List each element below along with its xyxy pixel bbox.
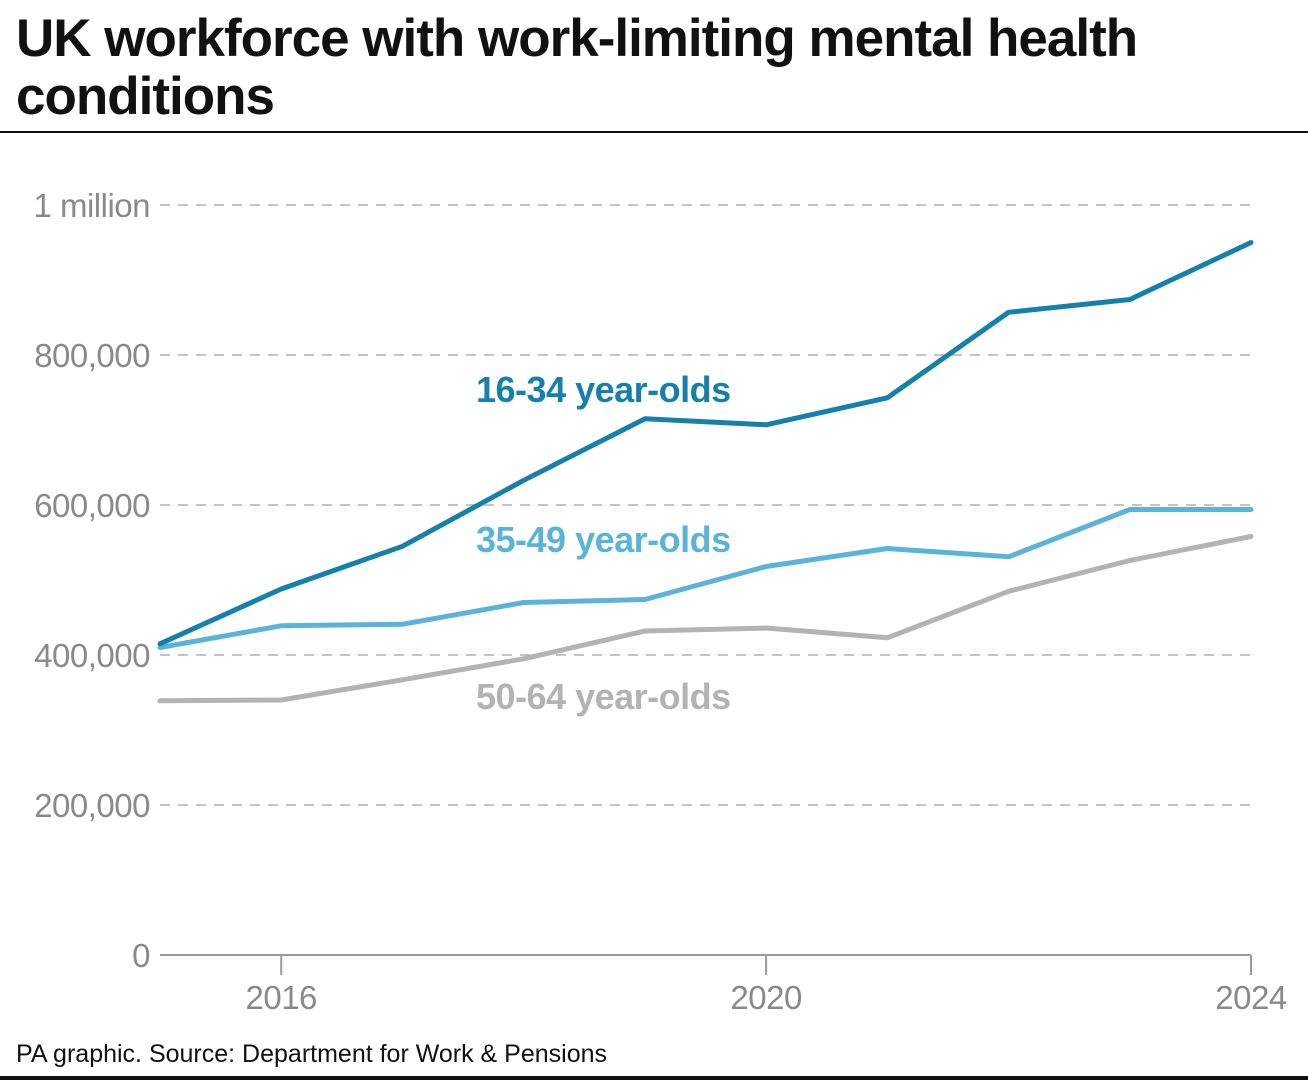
series-line-16-34 — [157, 240, 1254, 647]
x-tick-label: 2016 — [246, 979, 317, 1016]
y-tick-label: 200,000 — [34, 787, 150, 824]
gridlines — [160, 204, 1251, 806]
y-tick-label: 800,000 — [34, 337, 150, 374]
chart-title: UK workforce with work-limiting mental h… — [16, 9, 1138, 126]
series-label: 16-34 year-olds — [476, 369, 731, 410]
x-tick-label: 2024 — [1215, 979, 1287, 1016]
title-divider — [0, 131, 1308, 133]
series-label: 50-64 year-olds — [476, 676, 731, 717]
series-labels: 16-34 year-olds 35-49 year-olds 50-64 year… — [476, 369, 731, 717]
bottom-divider — [0, 1076, 1308, 1080]
series-line-50-64 — [157, 534, 1254, 704]
y-tick-label: 600,000 — [34, 487, 150, 524]
x-tick-label: 2020 — [730, 979, 802, 1016]
y-tick-label: 1 million — [33, 187, 150, 224]
axes: 0 200,000 400,000 600,000 800,000 1 million 20… — [33, 187, 1287, 1016]
series-lines — [157, 240, 1254, 704]
series-label: 35-49 year-olds — [476, 519, 731, 560]
y-tick-label: 400,000 — [34, 637, 150, 674]
y-tick-label: 0 — [132, 937, 150, 974]
series-line-35-49 — [157, 507, 1254, 650]
source-note: PA graphic. Source: Department for Work … — [16, 1040, 608, 1068]
